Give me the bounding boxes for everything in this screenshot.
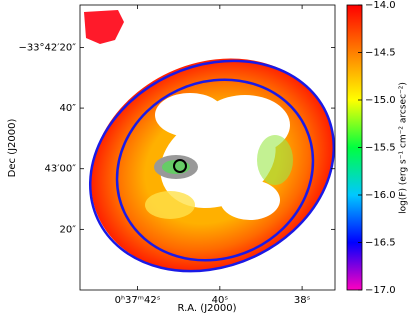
y-tick-label: 43′00″: [45, 164, 77, 175]
y-tick-label: 20″: [60, 224, 77, 235]
axes-frame: [79, 4, 336, 291]
marker: [173, 159, 187, 173]
x-tick-label: 40ˢ: [212, 295, 229, 306]
blob: [145, 191, 195, 219]
colorbar-tick-label: −16.0: [365, 190, 396, 201]
patch: [84, 10, 124, 44]
x-axis-label: R.A. (J2000): [178, 303, 237, 314]
colorbar-tick-label: −17.0: [365, 285, 396, 296]
y-tick-label: 40″: [60, 103, 77, 114]
y-tick-label: −33°42′20″: [18, 42, 76, 53]
colorbar-tick-label: −15.0: [365, 95, 396, 106]
outer-ellipse: [88, 59, 335, 273]
sky-image: [84, 10, 335, 273]
y-axis-label: Dec (J2000): [7, 119, 18, 178]
blob: [257, 135, 293, 185]
colorbar-tick-label: −16.5: [365, 238, 396, 249]
x-tick-label: 38ˢ: [294, 295, 311, 306]
colorbar-label: log(F) (erg s⁻¹ cm⁻² arcsec⁻²): [399, 82, 409, 214]
colorbar-tick-label: −14.5: [365, 48, 396, 59]
hole: [220, 180, 280, 220]
colorbar-tick-label: −14.0: [365, 0, 396, 11]
inner-ellipse: [115, 78, 315, 262]
colorbar-tick-label: −15.5: [365, 143, 396, 154]
x-tick-label: 0ʰ37ᵐ42ˢ: [115, 295, 161, 306]
hole: [155, 93, 225, 137]
